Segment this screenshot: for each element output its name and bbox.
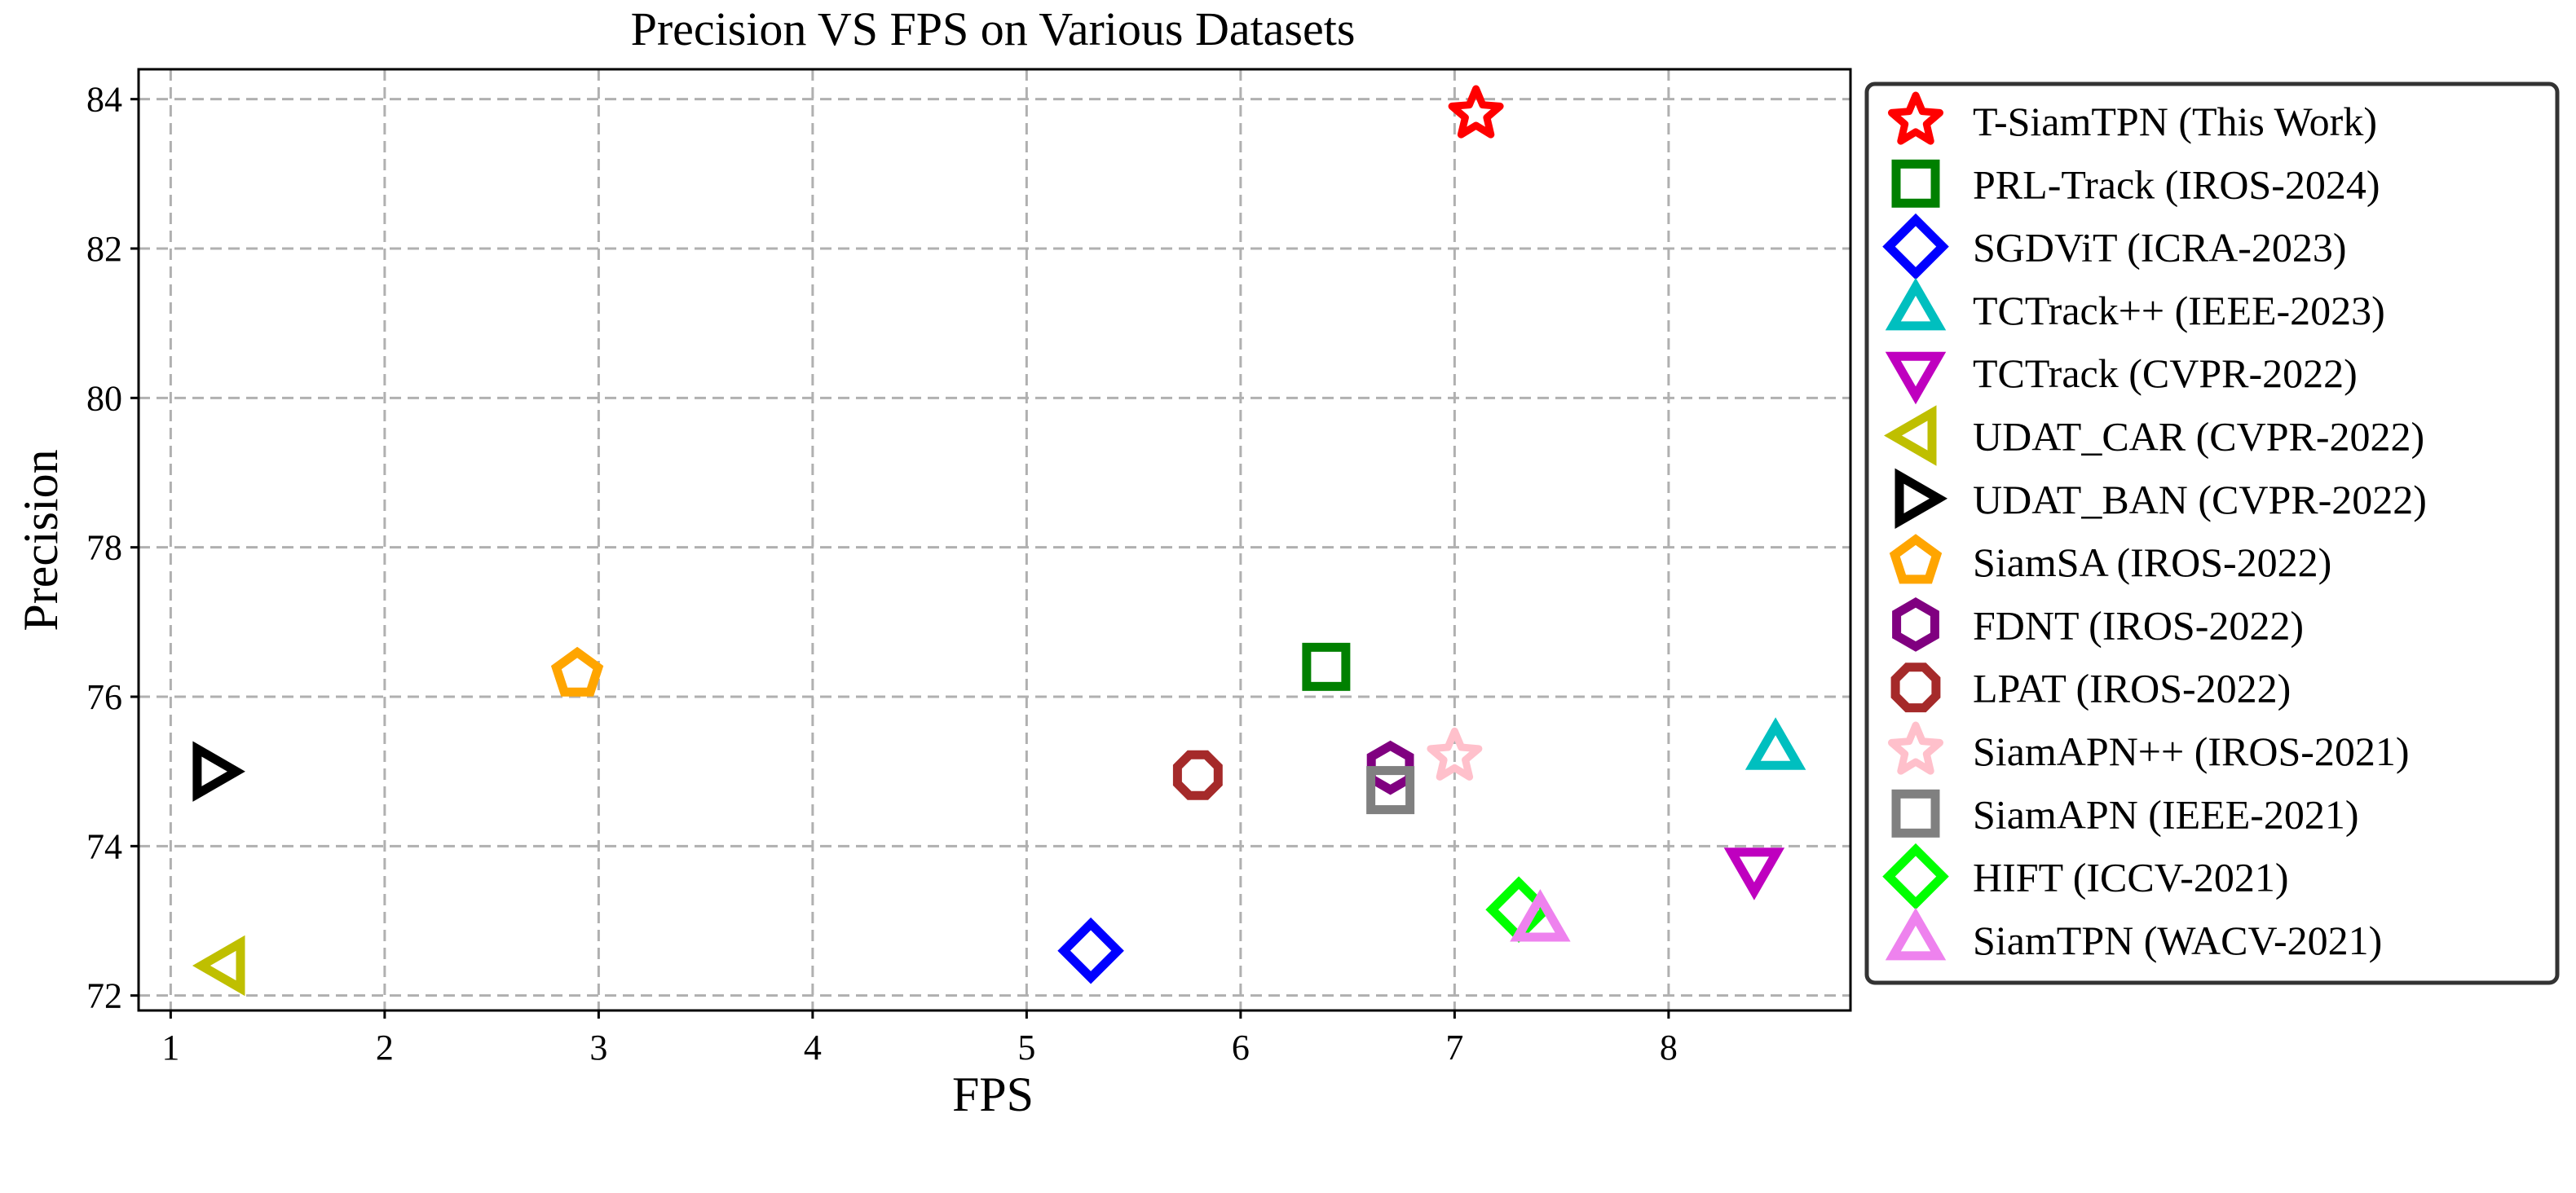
legend-label: SiamTPN (WACV-2021): [1973, 918, 2382, 963]
legend-label: LPAT (IROS-2022): [1973, 666, 2291, 711]
legend-marker: [1888, 721, 1943, 775]
data-points: [192, 85, 1806, 997]
legend-label: TCTrack (CVPR-2022): [1973, 350, 2358, 396]
data-point: [1057, 917, 1124, 984]
y-tick-label: 76: [86, 677, 122, 717]
legend-label: HIFT (ICCV-2021): [1973, 855, 2289, 900]
legend-marker: [1889, 534, 1943, 584]
legend-label: SiamAPN (IEEE-2021): [1973, 791, 2359, 837]
legend-marker: [1885, 907, 1947, 961]
legend-marker: [1891, 159, 1940, 208]
y-tick-label: 82: [86, 229, 122, 269]
legend-marker: [1888, 91, 1943, 145]
legend-label: UDAT_CAR (CVPR-2022): [1973, 414, 2424, 460]
data-point: [1448, 85, 1504, 139]
y-tick-label: 78: [86, 528, 122, 568]
legend: T-SiamTPN (This Work) PRL-Track (IROS-202…: [1864, 81, 2560, 985]
x-tick-label: 5: [1017, 1028, 1035, 1068]
data-point: [550, 646, 604, 697]
chart-title: Precision VS FPS on Various Datasets: [631, 2, 1356, 55]
legend-marker: [1883, 405, 1937, 466]
data-point: [1366, 766, 1415, 815]
legend-label: PRL-Track (IROS-2024): [1973, 161, 2380, 207]
x-tick-label: 4: [804, 1028, 822, 1068]
legend-marker: [1885, 277, 1947, 331]
legend-marker: [1892, 597, 1939, 652]
y-tick-label: 84: [86, 80, 122, 120]
x-axis-label: FPS: [952, 1068, 1034, 1121]
legend-label: FDNT (IROS-2022): [1973, 602, 2304, 648]
x-tick-label: 8: [1660, 1028, 1678, 1068]
data-point: [1427, 727, 1483, 781]
legend-marker: [1891, 789, 1940, 838]
x-tick-label: 7: [1445, 1028, 1463, 1068]
data-point: [1366, 740, 1414, 795]
legend-marker: [1895, 468, 1948, 530]
legend-frame: [1864, 81, 2560, 985]
legend-label: UDAT_BAN (CVPR-2022): [1973, 477, 2427, 522]
data-point: [1745, 717, 1806, 770]
x-tick-label: 2: [376, 1028, 394, 1068]
data-point: [1172, 750, 1223, 800]
data-point: [1723, 847, 1785, 900]
legend-label: TCTrack++ (IEEE-2023): [1973, 288, 2385, 333]
legend-label: T-SiamTPN (This Work): [1973, 99, 2377, 144]
y-tick-label: 80: [86, 378, 122, 418]
legend-marker: [1882, 843, 1949, 910]
legend-label: SiamAPN++ (IROS-2021): [1973, 729, 2410, 774]
y-tick-label: 74: [86, 826, 122, 866]
legend-marker: [1882, 213, 1949, 280]
data-point: [1302, 642, 1351, 691]
y-tick-label: 72: [86, 976, 122, 1016]
legend-marker: [1890, 663, 1941, 713]
legend-marker: [1885, 351, 1947, 405]
plot-area: [137, 68, 1852, 1012]
x-tick-label: 3: [589, 1028, 607, 1068]
x-tick-label: 1: [161, 1028, 179, 1068]
y-axis-label: Precision: [14, 449, 68, 631]
x-tick-label: 6: [1232, 1028, 1250, 1068]
data-point: [1510, 888, 1571, 942]
grid: [139, 69, 1850, 1010]
legend-label: SGDViT (ICRA-2023): [1973, 225, 2347, 271]
legend-label: SiamSA (IROS-2022): [1973, 539, 2331, 585]
data-point: [192, 935, 245, 997]
data-point: [192, 741, 245, 802]
